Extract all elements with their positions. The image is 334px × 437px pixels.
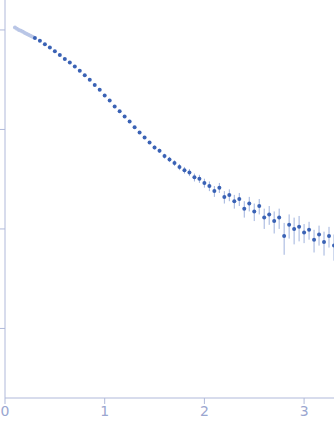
svg-text:2: 2: [200, 403, 209, 419]
svg-text:3: 3: [300, 403, 309, 419]
svg-text:0: 0: [8, 403, 9, 419]
svg-text:1: 1: [100, 403, 109, 419]
